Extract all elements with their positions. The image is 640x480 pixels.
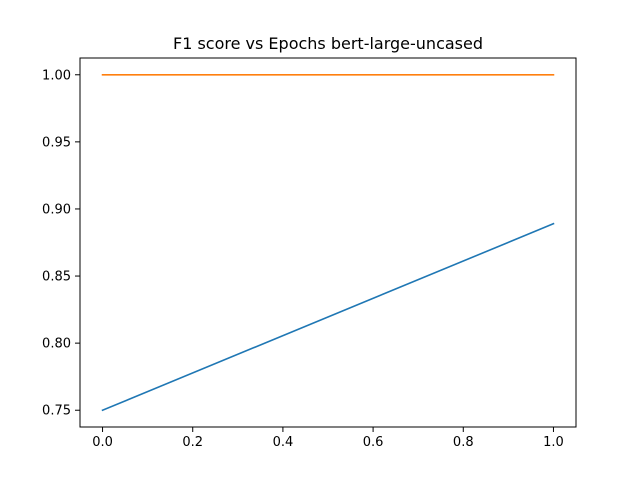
- y-tick-label: 0.85: [42, 270, 71, 285]
- plot-frame: [79, 57, 577, 428]
- y-tick-label: 1.00: [42, 68, 71, 83]
- y-tick-label: 0.95: [42, 135, 71, 150]
- series-line-1: [101, 222, 555, 412]
- y-tick-label: 0.80: [42, 337, 71, 352]
- chart-title: F1 score vs Epochs bert-large-uncased: [173, 34, 483, 53]
- y-tick-label: 0.75: [42, 404, 71, 419]
- y-axis: 0.75 0.80 0.85 0.90 0.95 1.00: [42, 68, 80, 419]
- x-tick-label: 0.0: [92, 435, 113, 450]
- x-axis: 0.0 0.2 0.4 0.6 0.8 1.0: [92, 427, 564, 450]
- plot-area: [79, 57, 577, 428]
- x-tick-label: 0.6: [363, 435, 384, 450]
- series-layer: [101, 73, 555, 412]
- x-tick-label: 0.2: [182, 435, 203, 450]
- x-tick-label: 0.8: [453, 435, 474, 450]
- x-tick-label: 0.4: [273, 435, 294, 450]
- x-tick-label: 1.0: [543, 435, 564, 450]
- y-tick-label: 0.90: [42, 202, 71, 217]
